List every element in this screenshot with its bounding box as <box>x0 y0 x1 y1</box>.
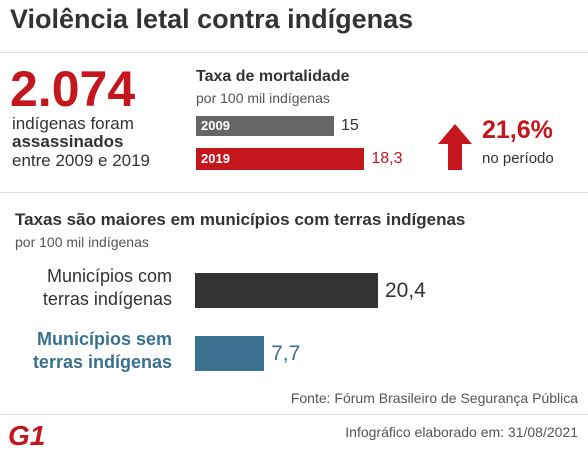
chart-title: Taxas são maiores em municípios com terr… <box>15 210 466 229</box>
up-arrow <box>438 124 472 170</box>
source: Fonte: Fórum Brasileiro de Segurança Púb… <box>290 390 578 406</box>
highlight-text: entre 2009 e 2019 <box>12 151 151 170</box>
highlight-text: indígenas foram <box>12 114 134 133</box>
bar <box>196 148 365 170</box>
logo: G1 <box>8 420 46 451</box>
separator <box>0 192 588 193</box>
chart-subtitle: por 100 mil indígenas <box>15 234 149 250</box>
chart-title: Taxa de mortalidade <box>196 68 350 85</box>
bar <box>196 116 334 136</box>
chart-subtitle: por 100 mil indígenas <box>196 90 330 106</box>
category-label: 2009 <box>201 118 230 133</box>
category-label: Municípios com terras indígenas <box>42 266 172 309</box>
highlight-number: 2.074 <box>10 61 136 117</box>
change-note: no período <box>482 150 554 167</box>
value-label: 18,3 <box>371 150 403 167</box>
separator <box>0 414 588 415</box>
highlight-text: assassinados <box>12 132 124 151</box>
credit: Infográfico elaborado em: 31/08/2021 <box>345 424 578 440</box>
value-label: 15 <box>341 117 359 134</box>
category-label: Municípios sem terras indígenas <box>32 329 172 372</box>
separator <box>0 52 588 53</box>
value-label: 7,7 <box>271 342 301 365</box>
value-label: 20,4 <box>384 279 426 302</box>
change-value: 21,6% <box>482 116 553 144</box>
bar <box>195 273 378 308</box>
title: Violência letal contra indígenas <box>10 4 414 34</box>
bar <box>195 336 265 371</box>
category-label: 2019 <box>201 151 230 166</box>
